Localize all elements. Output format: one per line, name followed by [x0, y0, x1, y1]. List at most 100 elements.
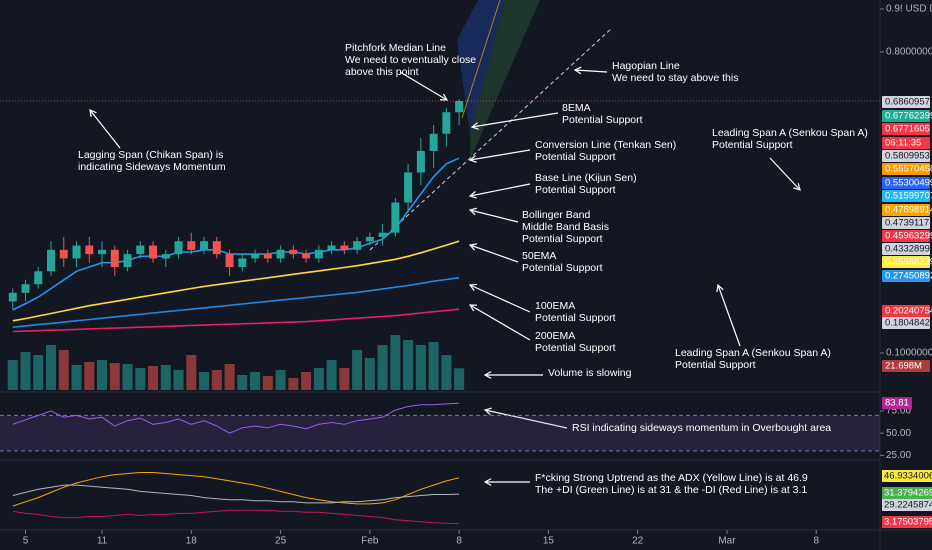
- price-label-bg: [882, 96, 930, 108]
- candle-body: [353, 241, 362, 250]
- candle-body: [200, 241, 209, 250]
- arrow: [468, 183, 531, 199]
- adx-line: [12, 472, 460, 507]
- volume-bar: [250, 372, 261, 390]
- candle-body: [429, 133, 438, 151]
- candle-body: [136, 245, 145, 255]
- rsi-tick-label: 25.00: [886, 450, 911, 461]
- candle-body: [289, 249, 298, 255]
- arrow: [468, 304, 531, 341]
- y-tick-label: 0.9! USD D0: [886, 4, 932, 15]
- annotation-arrows: [89, 66, 801, 486]
- price-label: 0.43328998: [885, 244, 932, 255]
- price-label: 0.58099538: [885, 151, 932, 162]
- candle-body: [34, 271, 43, 285]
- annotation: Pitchfork Median Line: [345, 42, 446, 54]
- candle-body: [378, 232, 387, 237]
- arrow: [716, 283, 741, 347]
- arrow: [483, 407, 568, 429]
- volume-bar: [313, 368, 324, 390]
- price-label-bg: [882, 163, 930, 175]
- ma-line: [12, 240, 460, 322]
- annotation: Potential Support: [712, 139, 793, 151]
- candle-body: [314, 249, 323, 259]
- arrow: [468, 243, 519, 263]
- candle-body: [404, 172, 413, 203]
- annotation: Potential Support: [562, 114, 643, 126]
- arrow: [483, 478, 530, 486]
- price-label: 0.67762399: [885, 111, 932, 122]
- annotation: Potential Support: [535, 151, 616, 163]
- price-label-bg: [882, 190, 930, 202]
- candle-body: [455, 101, 464, 113]
- annotation: Conversion Line (Tenkan Sen): [535, 139, 676, 151]
- arrow: [89, 109, 121, 149]
- price-label: 21.698M: [885, 361, 922, 372]
- arrow: [468, 207, 519, 223]
- annotation: 8EMA: [562, 102, 591, 114]
- annotation: Lagging Span (Chikan Span) is: [78, 149, 223, 161]
- candle-body: [174, 241, 183, 255]
- price-label: 0.55300499: [885, 178, 932, 189]
- volume-bar: [58, 350, 69, 390]
- x-tick-label: 22: [632, 536, 644, 547]
- adx-label-bg: [882, 487, 932, 499]
- candle-body: [327, 245, 336, 250]
- volume-bar: [199, 372, 210, 390]
- volume-bar: [186, 355, 197, 390]
- x-tick-label: 25: [275, 536, 287, 547]
- price-label: 0.35988239: [885, 257, 932, 268]
- rsi-label-bg: [882, 397, 912, 410]
- price-label-bg: [882, 137, 930, 149]
- x-tick-label: Feb: [361, 536, 379, 547]
- candle-body: [442, 112, 451, 134]
- ma-line: [12, 308, 460, 333]
- y-tick-label: 0.8000000: [886, 47, 932, 58]
- price-label: 0.27450892: [885, 271, 932, 282]
- arrow: [468, 149, 531, 163]
- price-label-bg: [882, 177, 930, 189]
- annotation: Potential Support: [675, 359, 756, 371]
- candle-body: [110, 249, 119, 268]
- volume-bar: [275, 370, 286, 390]
- rsi-line: [12, 402, 460, 434]
- adx-label-bg: [882, 499, 932, 511]
- price-label: 0.6771605: [885, 124, 930, 135]
- price-label-bg: [882, 150, 930, 162]
- annotation: Leading Span A (Senkou Span A): [712, 127, 868, 139]
- adx-label: 46.93340068: [884, 471, 932, 482]
- price-label: 0.55570458: [885, 164, 932, 175]
- annotation: We need to eventually close: [345, 54, 476, 66]
- x-tick-label: 8: [456, 536, 462, 547]
- volume-bar: [377, 345, 388, 390]
- adx-label: 3.17503795: [884, 517, 932, 528]
- price-label-bg: [882, 360, 930, 372]
- annotation: 200EMA: [535, 330, 575, 342]
- volume-bar: [352, 350, 363, 390]
- adx-label-bg: [882, 470, 932, 482]
- annotation: RSI indicating sideways momentum in Over…: [572, 422, 831, 434]
- annotation: Volume is slowing: [548, 367, 632, 379]
- volume-bar: [109, 363, 120, 390]
- annotation: We need to stay above this: [612, 72, 738, 84]
- annotation: Leading Span A (Senkou Span A): [675, 347, 831, 359]
- volume-bar: [122, 364, 133, 390]
- annotation: Hagopian Line: [612, 60, 680, 72]
- candle-body: [72, 245, 81, 259]
- annotation: F*cking Strong Uptrend as the ADX (Yello…: [535, 472, 808, 484]
- candle-body: [225, 254, 234, 268]
- volume-bar: [364, 358, 375, 390]
- annotation: indicating Sideways Momentum: [78, 161, 226, 173]
- candle-body: [161, 254, 170, 259]
- candle-body: [21, 284, 30, 293]
- ma-line: [12, 157, 460, 311]
- annotation: Potential Support: [535, 342, 616, 354]
- x-tick-label: 11: [97, 536, 108, 547]
- candle-body: [149, 245, 158, 259]
- price-label: 0.68609571: [885, 97, 932, 108]
- price-label: 0.45963299: [885, 231, 932, 242]
- volume-bar: [428, 342, 439, 390]
- adx-label-bg: [882, 516, 932, 528]
- volume-bar: [148, 366, 159, 390]
